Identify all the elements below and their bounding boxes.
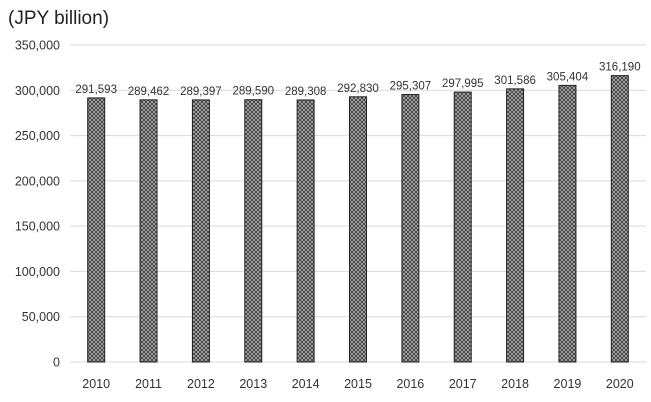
y-axis-tick-labels: 0 50,000 100,000 150,000 200,000 250,000 300,0… [15,39,60,370]
bar [506,88,525,363]
x-tick-label: 2020 [606,377,634,391]
unit-label: (JPY billion) [8,8,109,29]
x-tick-label: 2010 [82,377,110,391]
x-axis-tick-labels: 2010 2011 2012 2013 2014 2015 2016 2017 2018 2019… [82,377,633,391]
bar [296,99,315,363]
y-tick-label: 150,000 [15,220,60,234]
y-tick-label: 100,000 [15,265,60,279]
y-tick-label: 50,000 [22,310,60,324]
x-tick-label: 2018 [501,377,529,391]
x-tick-label: 2015 [344,377,372,391]
bars [87,75,629,363]
data-label: 289,308 [285,86,327,98]
bar [401,94,420,363]
bar [610,75,629,363]
bar [349,96,367,363]
y-tick-label: 250,000 [15,129,60,143]
data-label: 291,593 [75,84,117,96]
data-label: 289,397 [180,86,222,98]
x-tick-label: 2017 [449,377,477,391]
data-label: 301,586 [494,75,536,87]
data-labels: 291,593 289,462 289,397 289,590 289,308 292,8… [75,62,640,98]
y-tick-label: 200,000 [15,174,60,188]
x-tick-label: 2016 [396,377,424,391]
data-label: 297,995 [442,78,484,90]
x-tick-label: 2014 [292,377,320,391]
y-tick-label: 350,000 [15,39,60,53]
data-label: 305,404 [547,71,589,83]
bar [244,99,263,363]
x-tick-label: 2013 [239,377,267,391]
x-tick-label: 2019 [554,377,582,391]
x-tick-label: 2011 [135,377,162,391]
data-label: 292,830 [337,83,379,95]
y-tick-label: 300,000 [15,84,60,98]
data-label: 295,307 [390,81,432,93]
data-label: 316,190 [599,62,641,74]
bar [87,97,106,363]
bar [453,91,472,363]
data-label: 289,462 [128,86,170,98]
bar [139,99,158,363]
bar [558,84,577,363]
x-tick-label: 2012 [187,377,215,391]
y-tick-label: 0 [53,356,60,370]
bar [191,99,210,363]
data-label: 289,590 [232,86,274,98]
